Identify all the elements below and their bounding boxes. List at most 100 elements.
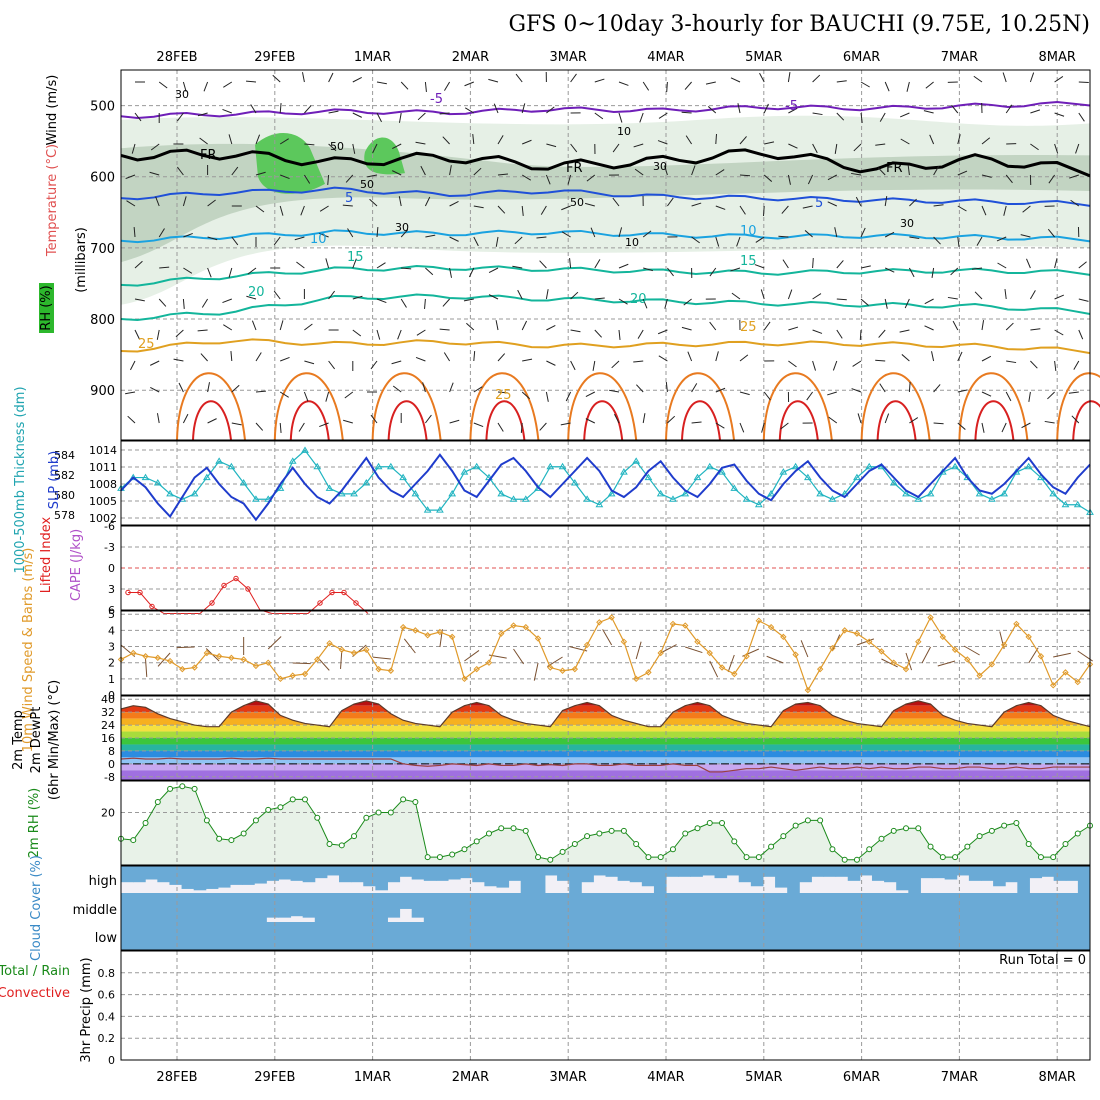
wind-barb	[929, 134, 935, 145]
wind-barb	[907, 165, 910, 176]
top-date-axis: 28FEB 29FEB 1MAR 2MAR 3MAR 4MAR 5MAR 6MAR 7MAR 8M…	[156, 50, 1075, 65]
rh2m-point	[326, 841, 333, 847]
wind-barb	[763, 205, 765, 217]
wind-barb	[834, 143, 838, 154]
rh2m-point	[1013, 820, 1020, 826]
wind-barb	[125, 391, 136, 395]
cloud-bar	[847, 893, 861, 922]
rh-contour-label: 10	[617, 125, 631, 138]
wind-barb	[957, 422, 966, 430]
cloud-bar	[956, 866, 970, 876]
thickness-point	[1000, 489, 1009, 497]
rh2m-point	[203, 817, 210, 824]
cloud-bar	[569, 893, 582, 922]
wind-barb	[812, 74, 821, 83]
cloud-bar	[278, 893, 292, 918]
cloud-bar	[387, 922, 401, 950]
wind-barb	[804, 230, 813, 238]
wind-barb	[442, 298, 450, 307]
lifted-index-tick: -3	[104, 541, 115, 554]
left-labels: Wind (m/s)Temperature (°C) RH (%) (milliba…	[0, 75, 94, 1063]
thickness-point	[620, 468, 628, 475]
wind-barb	[875, 143, 886, 146]
cloud-bar	[823, 893, 837, 922]
wind-speed-point	[620, 638, 628, 645]
wind-barb	[780, 422, 789, 430]
cloud-bar	[678, 866, 691, 877]
isotherm-label: FR	[566, 161, 583, 176]
cloud-bar	[278, 922, 292, 950]
run-total-label: Run Total = 0	[999, 953, 1086, 968]
rh2m-point	[461, 846, 468, 853]
isotherm-35-loop	[485, 400, 526, 441]
cloud-bar	[968, 866, 982, 881]
cloud-bar	[339, 922, 352, 950]
wind-barb	[183, 267, 193, 274]
thickness-point	[521, 495, 530, 502]
wind-barb	[1030, 109, 1041, 114]
wind-speed-point	[547, 664, 554, 671]
wind-barb	[352, 143, 356, 154]
cloud-bar	[690, 866, 703, 877]
rh2m-point	[535, 854, 542, 861]
cloud-bar	[544, 893, 558, 922]
wind10m-barb	[464, 650, 480, 662]
wind-barb	[376, 226, 379, 238]
wind-barb	[158, 228, 165, 238]
cloud-bar	[823, 922, 837, 950]
thickness-point	[239, 479, 248, 486]
wind-barb	[155, 196, 160, 207]
wind-barb	[294, 236, 305, 241]
cloud-bar	[472, 922, 485, 950]
thickness-point	[215, 457, 224, 464]
isotherm-30-loop	[958, 372, 1029, 441]
wind-barb	[687, 351, 693, 362]
wind-speed-point	[498, 630, 505, 637]
cloud-bar	[181, 866, 195, 889]
wind-barb	[173, 358, 184, 362]
temp-band	[121, 731, 1090, 738]
wind-barb	[834, 227, 838, 238]
cloud-bar	[908, 893, 921, 922]
wind-barb	[707, 106, 717, 114]
wind-barb	[279, 138, 289, 145]
wind-barb	[763, 174, 773, 182]
wind-barb	[681, 111, 692, 114]
cloud-bar	[666, 866, 679, 877]
wind-speed-point	[252, 662, 260, 670]
temp-band	[121, 718, 1090, 726]
slp-line	[120, 453, 1091, 522]
thickness-point	[252, 495, 260, 502]
wind-barb	[739, 354, 749, 362]
thickness-point	[497, 489, 506, 497]
wind-speed-point	[142, 653, 149, 660]
rh2m-point	[228, 837, 235, 844]
wind-barb	[1078, 298, 1089, 302]
wind-barb	[972, 267, 983, 270]
cloud-bar	[217, 922, 231, 950]
wind-barb	[1005, 391, 1012, 402]
wind-barb	[228, 134, 233, 145]
wind-barb	[760, 289, 765, 300]
wind-speed-point	[240, 656, 247, 663]
wind-speed-point	[829, 644, 836, 652]
cloud-level-label: middle	[73, 903, 117, 918]
cloud-bar	[871, 922, 885, 950]
rh2m-point	[351, 833, 358, 840]
wind-barb	[401, 267, 412, 270]
wind-speed-point	[559, 667, 566, 674]
cloud-bar	[1065, 922, 1079, 950]
wind-barb	[425, 234, 436, 238]
wind-barb	[851, 388, 862, 393]
cloud-bar	[423, 893, 437, 922]
wind-speed-point	[804, 686, 812, 694]
cloud-bar	[472, 893, 485, 922]
isotherm-label: 20	[630, 292, 647, 307]
rh2m-point	[780, 833, 787, 840]
wind-barb	[178, 382, 184, 393]
date-label-top: 2MAR	[452, 50, 489, 65]
wind-barb	[709, 267, 717, 277]
cloud-bar	[569, 922, 582, 950]
wind-barb	[398, 112, 402, 123]
rh-contour-label: 50	[360, 178, 374, 191]
